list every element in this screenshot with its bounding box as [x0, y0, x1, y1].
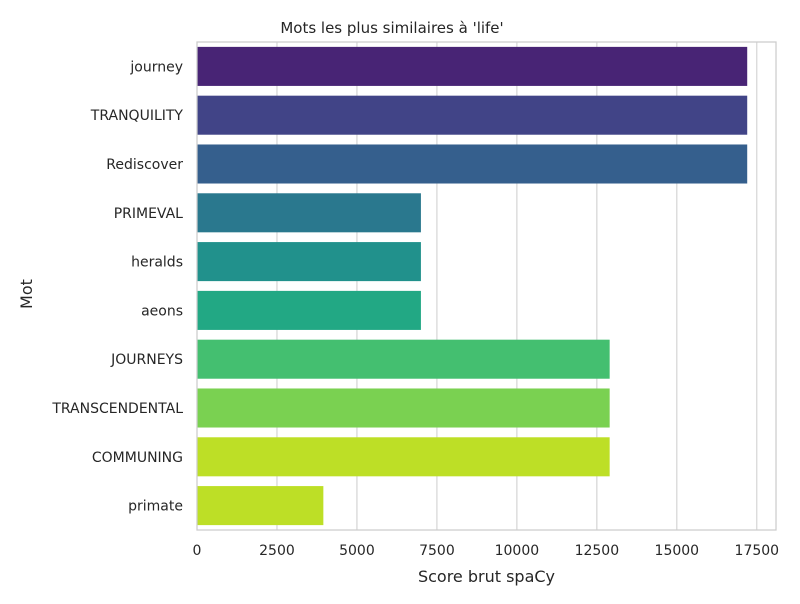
bars-group — [197, 46, 748, 526]
y-tick-labels: journey TRANQUILITY Rediscover PRIMEVAL hera… — [51, 59, 183, 514]
x-tick-label: 0 — [193, 543, 202, 559]
bar-rediscover — [197, 144, 748, 184]
x-tick-label: 12500 — [575, 543, 620, 559]
bar-primeval — [197, 193, 421, 233]
x-tick-label: 15000 — [655, 543, 700, 559]
y-tick-label: Rediscover — [106, 157, 183, 173]
y-tick-label: aeons — [141, 303, 183, 319]
x-axis-label: Score brut spaCy — [418, 567, 555, 586]
x-tick-label: 17500 — [735, 543, 780, 559]
bar-journeys — [197, 339, 610, 379]
chart-title: Mots les plus similaires à 'life' — [280, 19, 503, 37]
x-tick-label: 10000 — [495, 543, 540, 559]
x-tick-label: 5000 — [339, 543, 375, 559]
y-tick-label: JOURNEYS — [110, 352, 183, 368]
y-tick-label: TRANSCENDENTAL — [51, 401, 183, 417]
plot-frame — [196, 41, 777, 531]
y-axis-label: Mot — [17, 279, 36, 309]
bar-journey — [197, 46, 748, 86]
bar-heralds — [197, 242, 421, 282]
x-tick-label: 7500 — [419, 543, 455, 559]
bar-aeons — [197, 290, 421, 330]
y-tick-label: journey — [129, 59, 183, 75]
y-tick-label: heralds — [131, 255, 183, 271]
y-tick-label: COMMUNING — [92, 450, 183, 466]
y-tick-label: PRIMEVAL — [114, 206, 183, 222]
y-tick-label: TRANQUILITY — [90, 108, 184, 124]
bar-primate — [197, 486, 324, 526]
bar-transcendental — [197, 388, 610, 428]
y-tick-label: primate — [128, 499, 183, 515]
x-tick-labels: 0 2500 5000 7500 10000 12500 15000 17500 — [193, 543, 780, 559]
bar-communing — [197, 437, 610, 477]
bar-tranquility — [197, 95, 748, 135]
x-tick-label: 2500 — [259, 543, 295, 559]
